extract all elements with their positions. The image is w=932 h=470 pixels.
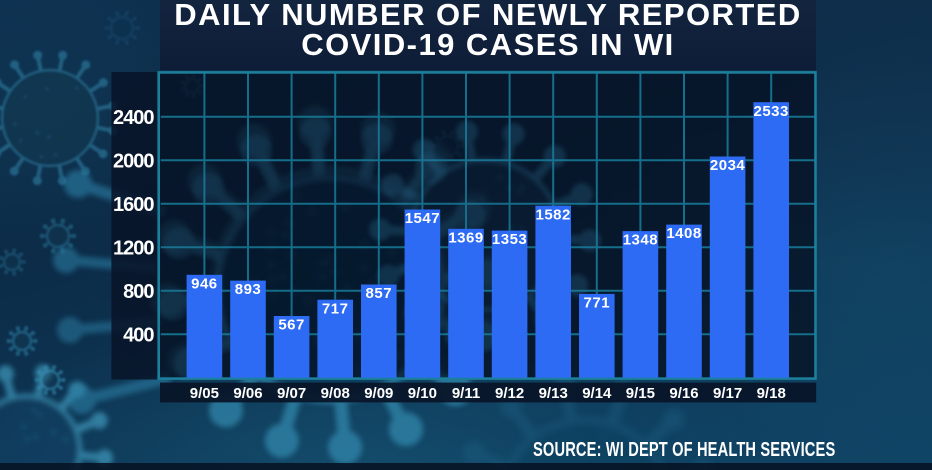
svg-text:9/12: 9/12 (495, 385, 524, 402)
svg-text:717: 717 (322, 300, 349, 317)
svg-text:1408: 1408 (666, 225, 701, 242)
svg-text:9/10: 9/10 (408, 385, 437, 402)
svg-text:857: 857 (366, 285, 393, 302)
svg-text:9/07: 9/07 (277, 385, 306, 402)
svg-text:1369: 1369 (448, 229, 483, 246)
svg-text:1353: 1353 (492, 231, 527, 248)
svg-text:9/11: 9/11 (452, 385, 480, 402)
svg-text:9/18: 9/18 (757, 385, 786, 402)
svg-text:9/17: 9/17 (713, 385, 742, 402)
svg-text:9/16: 9/16 (669, 385, 698, 402)
svg-text:1348: 1348 (623, 232, 658, 249)
svg-text:9/06: 9/06 (233, 385, 262, 402)
svg-text:9/05: 9/05 (190, 385, 219, 402)
svg-text:1600: 1600 (113, 194, 154, 216)
svg-text:9/15: 9/15 (626, 385, 655, 402)
svg-text:400: 400 (123, 324, 154, 346)
svg-text:893: 893 (235, 281, 262, 298)
svg-text:800: 800 (123, 281, 154, 303)
svg-text:9/13: 9/13 (539, 385, 568, 402)
svg-text:1547: 1547 (405, 210, 440, 227)
svg-text:2533: 2533 (754, 103, 789, 120)
svg-text:9/14: 9/14 (582, 385, 612, 402)
svg-text:9/08: 9/08 (321, 385, 350, 402)
svg-text:2000: 2000 (113, 150, 154, 172)
svg-text:1582: 1582 (536, 206, 571, 223)
svg-text:567: 567 (278, 317, 305, 334)
svg-text:2400: 2400 (113, 107, 154, 129)
svg-text:9/09: 9/09 (364, 385, 393, 402)
svg-text:946: 946 (191, 275, 218, 292)
svg-text:771: 771 (584, 295, 611, 312)
svg-text:2034: 2034 (710, 157, 746, 174)
svg-text:1200: 1200 (113, 237, 154, 259)
